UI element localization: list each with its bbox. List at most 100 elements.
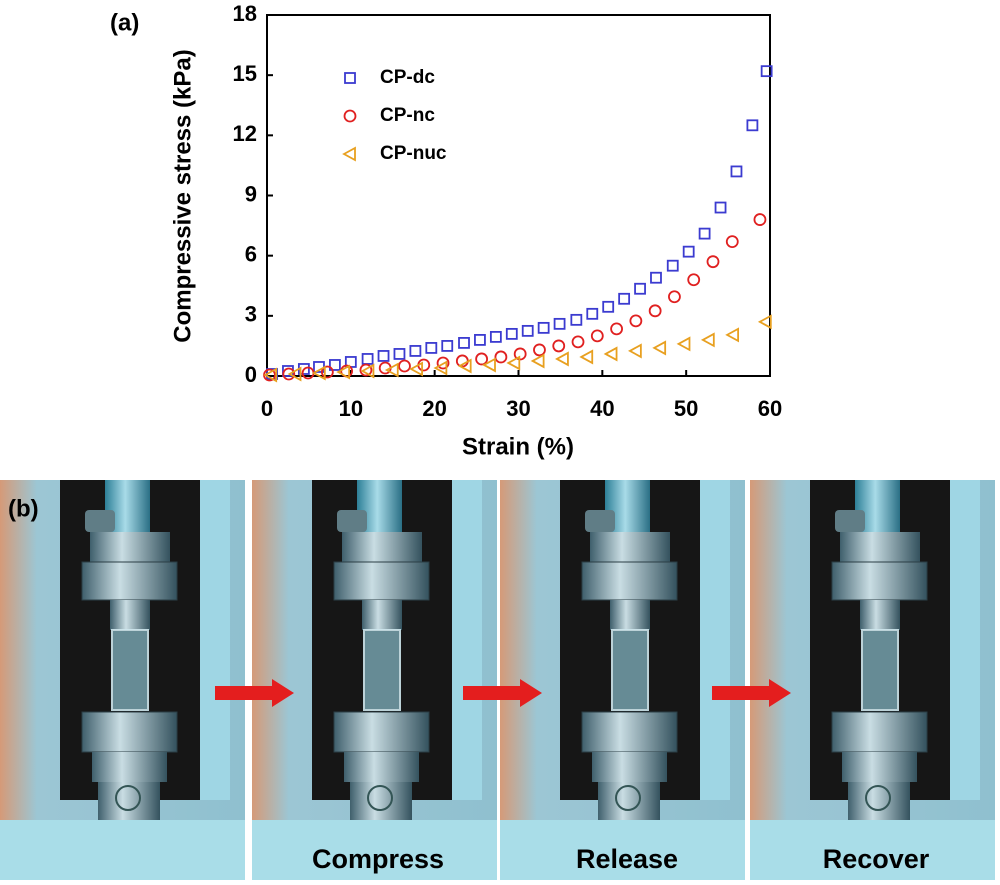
marker [409, 361, 423, 377]
marker [552, 339, 566, 353]
marker [698, 227, 711, 240]
legend-label: CP-nuc [380, 143, 447, 164]
y-tick-label: 9 [245, 181, 257, 206]
marker [530, 353, 545, 369]
marker [666, 259, 679, 272]
arrow [712, 679, 791, 707]
marker [668, 290, 681, 304]
marker [436, 356, 450, 370]
photo-caption: Compress [312, 844, 444, 874]
marker [627, 343, 642, 359]
marker [753, 213, 767, 226]
panel-label: (a) [110, 9, 139, 36]
marker [725, 235, 739, 249]
marker [714, 201, 727, 214]
marker [590, 329, 604, 343]
marker [361, 353, 374, 365]
legend-label: CP-dc [380, 67, 435, 88]
marker [629, 314, 643, 328]
marker [458, 337, 470, 349]
marker [760, 65, 773, 78]
marker [398, 359, 411, 373]
marker [311, 365, 326, 381]
y-axis-label: Compressive stress (kPa) [169, 49, 196, 342]
x-tick-label: 20 [422, 396, 446, 421]
y-tick-label: 3 [245, 302, 257, 327]
x-axis-label: Strain (%) [462, 433, 574, 460]
x-tick-label: 30 [506, 396, 530, 421]
x-tick-label: 60 [758, 396, 782, 421]
plot-frame [266, 14, 771, 377]
marker [648, 304, 662, 318]
marker [730, 165, 743, 178]
marker [521, 324, 534, 337]
marker [384, 362, 399, 378]
marker [618, 292, 631, 305]
x-tick-label: 10 [339, 396, 363, 421]
marker [441, 340, 454, 352]
marker [263, 367, 278, 383]
marker [457, 358, 472, 374]
marker [505, 327, 518, 340]
marker [682, 245, 695, 258]
arrow [463, 679, 542, 707]
marker [489, 330, 502, 343]
y-tick-label: 6 [245, 241, 257, 266]
marker [360, 363, 375, 379]
y-tick-label: 12 [233, 121, 257, 146]
marker [506, 355, 521, 371]
marker [282, 367, 296, 381]
marker [393, 348, 406, 360]
marker [634, 282, 646, 295]
marker [676, 336, 691, 352]
y-tick-label: 15 [233, 61, 257, 86]
marker [570, 313, 583, 326]
marker [555, 351, 569, 367]
marker [725, 327, 740, 343]
marker [329, 359, 341, 371]
photo-caption: Release [576, 844, 678, 874]
legend-label: CP-nc [380, 105, 435, 126]
legend-marker [344, 72, 356, 84]
marker [603, 346, 618, 362]
marker [359, 363, 373, 377]
y-tick-label: 0 [245, 362, 257, 387]
marker [475, 352, 489, 366]
marker [425, 342, 438, 354]
marker [494, 350, 508, 364]
marker [320, 365, 334, 379]
y-tick-label: 18 [233, 1, 257, 26]
marker [579, 349, 594, 365]
marker [433, 360, 448, 376]
marker [571, 335, 585, 349]
marker [377, 350, 390, 362]
legend-marker [343, 109, 357, 123]
marker [474, 333, 486, 346]
marker [706, 255, 720, 269]
marker [602, 300, 615, 313]
x-tick-label: 50 [674, 396, 698, 421]
marker [610, 322, 623, 336]
arrow [215, 679, 294, 707]
marker [287, 366, 302, 382]
marker [533, 343, 546, 357]
photo-caption: Recover [823, 844, 930, 874]
marker [553, 317, 566, 330]
x-tick-label: 0 [261, 396, 273, 421]
marker [700, 332, 715, 348]
marker [586, 307, 599, 320]
marker [746, 119, 759, 132]
marker [652, 340, 667, 356]
marker [757, 314, 772, 330]
panel-label: (b) [8, 495, 39, 522]
photo-panel: Compress Release Recover [0, 479, 996, 881]
marker [687, 273, 701, 287]
x-tick-label: 40 [590, 396, 614, 421]
marker [336, 364, 351, 380]
marker [482, 357, 496, 373]
marker [537, 321, 550, 334]
marker [650, 271, 662, 284]
marker [409, 345, 422, 357]
legend-marker [342, 146, 356, 162]
